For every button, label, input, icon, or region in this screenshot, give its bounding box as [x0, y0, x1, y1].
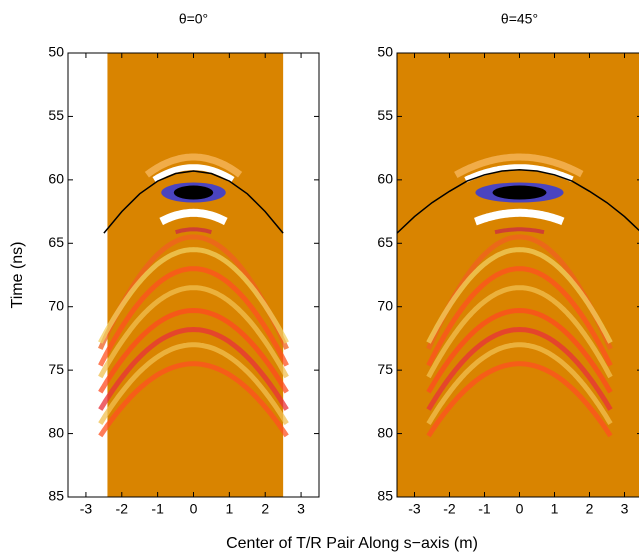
x-tick-label: -2 — [116, 501, 129, 517]
reflection-core — [492, 185, 547, 200]
x-tick-label: 3 — [297, 501, 305, 517]
reflection-core — [173, 185, 214, 200]
reflection-band — [474, 208, 565, 226]
x-tick-label: 1 — [551, 501, 559, 517]
reflection-band — [426, 361, 613, 438]
reflection-band — [426, 326, 613, 411]
reflection-band — [98, 361, 289, 438]
y-tick-label: 65 — [48, 234, 64, 250]
y-tick-label: 55 — [377, 107, 393, 123]
x-tick-label: -1 — [151, 501, 164, 517]
reflection-band — [426, 266, 613, 367]
reflection-band — [98, 247, 289, 344]
reflection-band — [98, 266, 289, 367]
x-tick-label: -3 — [80, 501, 93, 517]
x-tick-label: -1 — [478, 501, 491, 517]
reflection-band — [152, 164, 235, 183]
y-tick-label: 80 — [48, 424, 64, 440]
reflection-band — [98, 285, 289, 379]
y-tick-label: 75 — [48, 361, 64, 377]
reflection-band — [464, 164, 574, 183]
x-tick-label: -2 — [443, 501, 456, 517]
plot-area — [397, 53, 639, 497]
reflection-band — [159, 208, 228, 226]
reflection-band — [426, 342, 613, 425]
x-tick-label: 2 — [261, 501, 269, 517]
reflection-band — [426, 247, 613, 344]
y-tick-label: 60 — [48, 171, 64, 187]
reflection-band — [98, 307, 289, 394]
reflection-band — [144, 153, 243, 178]
y-tick-label: 65 — [377, 234, 393, 250]
y-tick-label: 50 — [377, 44, 393, 60]
y-tick-label: 50 — [48, 44, 64, 60]
plot-area — [98, 53, 289, 497]
x-tick-label: 3 — [621, 501, 629, 517]
x-axis-label: Center of T/R Pair Along s−axis (m) — [226, 535, 478, 552]
y-tick-label: 85 — [377, 488, 393, 504]
y-tick-label: 55 — [48, 107, 64, 123]
y-tick-label: 80 — [377, 424, 393, 440]
x-tick-label: -3 — [408, 501, 421, 517]
x-tick-label: 0 — [190, 501, 198, 517]
y-axis-label: Time (ns) — [9, 242, 26, 309]
x-tick-label: 0 — [516, 501, 524, 517]
y-tick-label: 70 — [48, 297, 64, 313]
reflection-band — [494, 227, 545, 235]
chart-title: θ=0° — [179, 11, 208, 27]
reflection-band — [175, 227, 212, 235]
chart-title: θ=45° — [501, 11, 538, 27]
y-tick-label: 85 — [48, 488, 64, 504]
reflection-band — [426, 285, 613, 379]
image-region — [107, 53, 284, 497]
x-tick-label: 2 — [586, 501, 594, 517]
reflection-band — [98, 326, 289, 411]
x-tick-label: 1 — [225, 501, 233, 517]
curve — [103, 170, 284, 234]
reflection-band — [98, 342, 289, 425]
reflection-band — [454, 153, 584, 178]
reflection-band — [426, 307, 613, 394]
curve — [397, 168, 639, 234]
y-tick-label: 60 — [377, 171, 393, 187]
y-tick-label: 70 — [377, 297, 393, 313]
y-tick-label: 75 — [377, 361, 393, 377]
